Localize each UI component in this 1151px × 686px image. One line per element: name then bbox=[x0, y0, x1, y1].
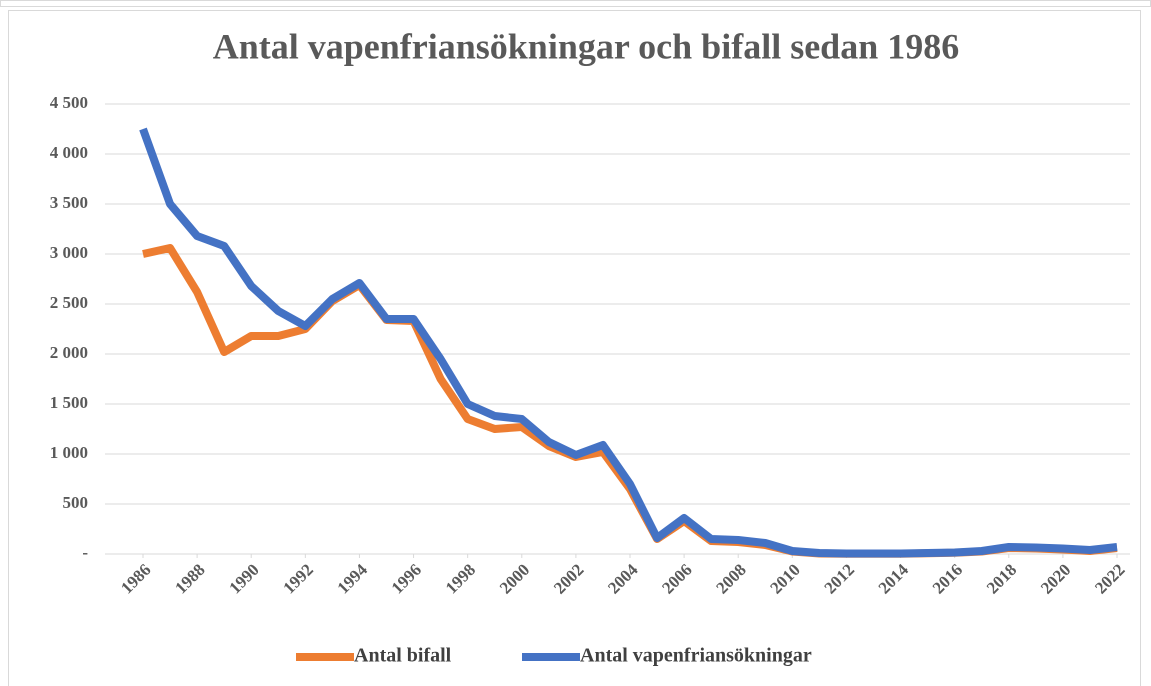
y-tick-label: - bbox=[82, 543, 88, 562]
y-tick-label: 4 500 bbox=[50, 93, 88, 112]
chart-title: Antal vapenfriansökningar och bifall sed… bbox=[213, 26, 959, 66]
y-tick-label: 1 000 bbox=[50, 443, 88, 462]
y-tick-label: 1 500 bbox=[50, 393, 88, 412]
y-tick-label: 2 500 bbox=[50, 293, 88, 312]
legend-label: Antal vapenfriansökningar bbox=[580, 645, 812, 667]
legend-label: Antal bifall bbox=[354, 645, 452, 667]
y-tick-label: 3 000 bbox=[50, 243, 88, 262]
y-tick-label: 3 500 bbox=[50, 193, 88, 212]
y-tick-label: 2 000 bbox=[50, 343, 88, 362]
top-strip bbox=[0, 0, 1151, 7]
series-line bbox=[139, 127, 1118, 558]
y-tick-label: 4 000 bbox=[50, 143, 88, 162]
chart-frame bbox=[8, 10, 1141, 686]
y-tick-label: 500 bbox=[63, 493, 89, 512]
